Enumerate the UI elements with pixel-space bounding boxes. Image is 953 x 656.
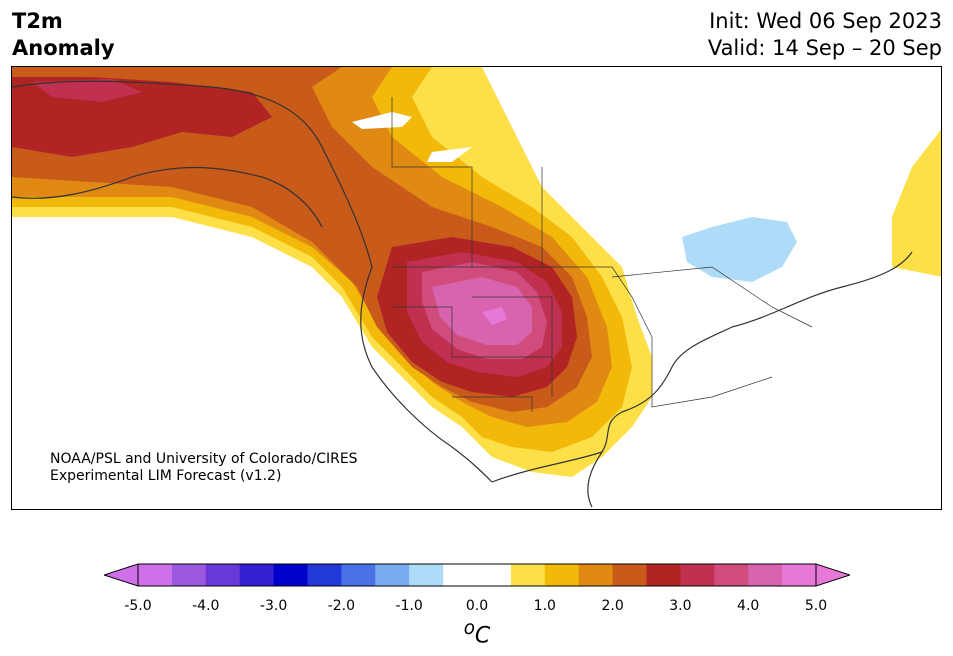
colorbar-cell [409,564,444,586]
colorbar-cell [341,564,376,586]
colorbar-cell [748,564,783,586]
colorbar-tick-label: -2.0 [327,598,356,614]
colorbar-tick-label: 2.0 [601,598,624,614]
colorbar-tick-label: 5.0 [804,598,828,614]
colorbar-cell [612,564,647,586]
colorbar-cell [578,564,614,586]
credit-line-1: NOAA/PSL and University of Colorado/CIRE… [50,451,358,467]
forecast-dates: Init: Wed 06 Sep 2023 Valid: 14 Sep – 20… [708,8,942,62]
colorbar-left-arrow [104,563,139,587]
valid-date: Valid: 14 Sep – 20 Sep [707,36,942,60]
colorbar-cell [273,564,308,586]
credit-line-2: Experimental LIM Forecast (v1.2) [50,468,282,484]
colorbar-tick-label: -5.0 [124,598,152,614]
anomaly-contour-cool [682,217,797,282]
colorbar-cell [714,564,749,586]
colorbar-cell [239,564,275,586]
colorbar-cell [138,564,173,586]
colorbar-right-arrow [815,563,850,587]
colorbar-cell [443,564,478,586]
anomaly-map [12,67,941,508]
map-panel: NOAA/PSL and University of Colorado/CIRE… [11,66,942,510]
colorbar-cell [477,564,512,586]
colorbar-cell [205,564,241,586]
colorbar-tick-label: 4.0 [737,598,760,614]
anomaly-contour-4-5 [482,307,507,325]
anomaly-contour-4-0 [432,277,532,345]
colorbar-cell [307,564,342,586]
variable-label: T2m [12,9,63,33]
colorbar-unit: oC [464,618,491,648]
colorbar-tick-label: -4.0 [192,598,220,614]
ice-patch [352,112,472,162]
political-borders [391,97,813,412]
colorbar-cell [544,564,580,586]
unit-superscript: o [463,618,475,639]
colorbar-tick-label: 3.0 [669,598,692,614]
colorbar-cell [646,564,681,586]
colorbar-cell [782,564,817,586]
colorbar-cell [375,564,410,586]
colorbar-cells [138,564,817,586]
unit-label: C [474,623,491,649]
map-title: T2m Anomaly [12,8,115,62]
colorbar-tick-label: 0.0 [465,598,489,614]
colorbar-cell [680,564,715,586]
credit-text: NOAA/PSL and University of Colorado/CIRE… [50,451,358,485]
colorbar-tick-label: 1.0 [533,598,556,614]
colorbar-ticks: -5.0 -4.0 -3.0 -2.0 -1.0 0.0 1.0 2.0 3.0 4.0 5.0 [0,598,953,618]
colorbar-outline [137,563,817,587]
colorbar [104,563,850,587]
field-label: Anomaly [12,36,115,60]
init-date: Init: Wed 06 Sep 2023 [709,9,942,33]
colorbar-tick-label: -3.0 [259,598,288,614]
colorbar-cell [510,564,546,586]
coastlines [12,80,913,508]
colorbar-tick-label: -1.0 [395,598,423,614]
colorbar-cell [171,564,207,586]
